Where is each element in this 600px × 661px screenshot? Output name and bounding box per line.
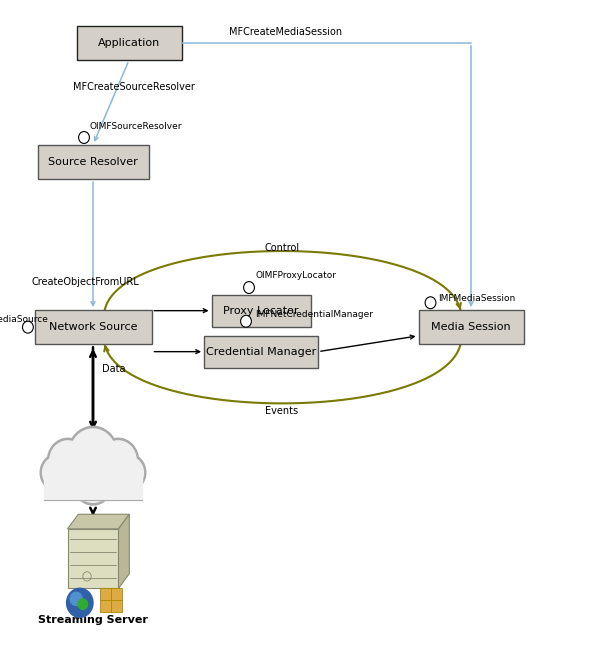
- Text: IMFMediaSource: IMFMediaSource: [0, 315, 49, 324]
- Text: IMFNetCredentialManager: IMFNetCredentialManager: [255, 310, 373, 319]
- Text: Data: Data: [102, 364, 125, 374]
- Circle shape: [23, 321, 34, 333]
- Circle shape: [70, 429, 116, 479]
- Text: Media Session: Media Session: [431, 322, 511, 332]
- Text: Source Resolver: Source Resolver: [48, 157, 138, 167]
- Text: CreateObjectFromURL: CreateObjectFromURL: [32, 277, 139, 287]
- Circle shape: [67, 588, 93, 617]
- Text: MFCreateMediaSession: MFCreateMediaSession: [229, 27, 343, 37]
- Polygon shape: [119, 514, 130, 588]
- Circle shape: [98, 438, 139, 483]
- Circle shape: [70, 592, 82, 605]
- Circle shape: [58, 461, 92, 498]
- FancyBboxPatch shape: [212, 295, 311, 327]
- Text: Credential Manager: Credential Manager: [206, 346, 316, 357]
- Circle shape: [75, 463, 111, 502]
- Text: Application: Application: [98, 38, 160, 48]
- Circle shape: [112, 454, 146, 491]
- Text: MFCreateSourceResolver: MFCreateSourceResolver: [74, 82, 196, 92]
- Text: IMFMediaSession: IMFMediaSession: [438, 293, 515, 303]
- Text: OIMFProxyLocator: OIMFProxyLocator: [255, 271, 336, 280]
- Circle shape: [56, 458, 94, 500]
- Text: Streaming Server: Streaming Server: [38, 615, 148, 625]
- FancyBboxPatch shape: [77, 26, 182, 60]
- Circle shape: [73, 460, 113, 505]
- Circle shape: [100, 441, 136, 481]
- Circle shape: [68, 426, 118, 482]
- FancyBboxPatch shape: [100, 588, 122, 612]
- Text: Control: Control: [265, 243, 299, 253]
- FancyBboxPatch shape: [419, 310, 523, 344]
- Circle shape: [47, 438, 88, 483]
- Circle shape: [50, 441, 86, 481]
- Circle shape: [244, 282, 254, 293]
- Circle shape: [40, 454, 74, 491]
- Circle shape: [79, 132, 89, 143]
- Text: Events: Events: [265, 407, 299, 416]
- Polygon shape: [67, 514, 130, 529]
- FancyBboxPatch shape: [37, 145, 149, 179]
- Circle shape: [92, 458, 130, 500]
- Text: Proxy Locator: Proxy Locator: [223, 305, 299, 316]
- Bar: [44, 473, 142, 500]
- Circle shape: [43, 457, 71, 488]
- Text: OIMFSourceResolver: OIMFSourceResolver: [90, 122, 182, 131]
- FancyBboxPatch shape: [35, 310, 151, 344]
- Text: Network Source: Network Source: [49, 322, 137, 332]
- FancyBboxPatch shape: [67, 529, 119, 588]
- Circle shape: [94, 461, 128, 498]
- Circle shape: [425, 297, 436, 309]
- FancyBboxPatch shape: [204, 336, 318, 368]
- Circle shape: [78, 599, 88, 609]
- Circle shape: [115, 457, 143, 488]
- Circle shape: [241, 315, 251, 327]
